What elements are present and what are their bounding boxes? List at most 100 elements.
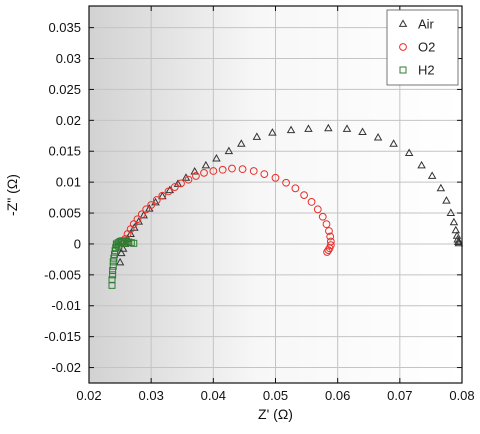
data-point-h2 xyxy=(130,239,138,247)
data-point-h2 xyxy=(112,240,120,248)
data-point-o2 xyxy=(158,191,167,200)
data-point-air xyxy=(342,124,352,132)
y-tick-label: -0.01 xyxy=(51,298,81,313)
data-point-o2 xyxy=(313,205,322,214)
data-point-air xyxy=(252,132,262,140)
data-point-air xyxy=(454,238,464,247)
data-point-o2 xyxy=(164,187,173,196)
data-point-o2 xyxy=(238,165,247,174)
data-point-o2 xyxy=(325,227,333,235)
data-point-air xyxy=(427,171,437,179)
data-point-h2 xyxy=(120,239,128,247)
data-point-h2 xyxy=(109,258,117,266)
data-point-air xyxy=(212,154,221,162)
x-tick-label: 0.03 xyxy=(139,388,164,403)
data-point-air xyxy=(286,125,296,134)
data-point-h2 xyxy=(110,254,118,262)
y-tick-label: 0.005 xyxy=(48,206,81,221)
data-point-o2 xyxy=(192,172,200,180)
data-point-h2 xyxy=(127,239,135,247)
data-point-o2 xyxy=(322,220,331,229)
series-o2 xyxy=(119,164,335,256)
data-point-h2 xyxy=(109,271,117,279)
data-point-o2 xyxy=(184,175,193,184)
data-point-o2 xyxy=(307,198,316,206)
data-point-h2 xyxy=(125,238,133,246)
y-tick-label: 0.025 xyxy=(48,82,81,97)
y-tick-labels: 0.035 0.03 0.025 0.02 0.015 0.01 0.005 0 -0.005 -… xyxy=(44,20,81,375)
data-point-air xyxy=(452,231,462,239)
legend: Air O2 H2 xyxy=(386,9,459,86)
data-point-air xyxy=(373,133,383,141)
legend-marker-o2 xyxy=(399,43,407,51)
data-point-air xyxy=(358,127,367,135)
data-point-o2 xyxy=(200,168,208,177)
y-tick-label: -0.02 xyxy=(51,360,81,375)
data-point-o2 xyxy=(209,167,218,175)
data-point-air xyxy=(436,183,446,192)
data-point-o2 xyxy=(133,215,142,224)
data-point-air xyxy=(442,196,451,204)
y-tick-label: -0.015 xyxy=(44,329,81,344)
data-point-o2 xyxy=(300,191,308,200)
data-point-h2 xyxy=(122,237,130,245)
data-point-o2 xyxy=(137,210,146,219)
data-point-air xyxy=(417,160,426,169)
legend-label-o2: O2 xyxy=(418,40,435,55)
data-point-o2 xyxy=(177,179,185,188)
x-tick-label: 0.05 xyxy=(263,388,288,403)
y-tick-label: 0.03 xyxy=(56,51,81,66)
data-point-o2 xyxy=(323,248,331,256)
data-point-o2 xyxy=(218,165,227,174)
y-tick-label: 0.01 xyxy=(56,175,81,190)
data-point-h2 xyxy=(109,267,117,275)
data-point-air xyxy=(117,248,126,257)
data-point-o2 xyxy=(228,164,236,173)
legend-marker-air xyxy=(398,19,408,27)
data-point-air xyxy=(446,208,456,216)
y-tick-label: -0.005 xyxy=(44,267,81,282)
data-point-o2 xyxy=(291,184,300,193)
legend-box xyxy=(386,9,459,86)
y-tick-label: 0.015 xyxy=(48,144,81,159)
x-tick-label: 0.07 xyxy=(387,388,412,403)
x-tick-label: 0.02 xyxy=(76,388,101,403)
data-point-air xyxy=(237,139,246,147)
data-point-o2 xyxy=(142,205,151,214)
data-point-air xyxy=(304,124,313,132)
legend-marker-h2 xyxy=(399,66,407,74)
data-point-o2 xyxy=(282,178,290,187)
series-h2 xyxy=(108,237,138,289)
data-point-air xyxy=(224,146,234,155)
data-point-air xyxy=(126,229,135,237)
data-point-air xyxy=(389,139,398,147)
data-point-o2 xyxy=(260,170,269,179)
x-axis-label: Z' (Ω) xyxy=(258,406,293,422)
data-point-o2 xyxy=(318,212,327,221)
data-point-air xyxy=(115,257,125,266)
data-point-o2 xyxy=(271,173,280,182)
data-point-air xyxy=(268,128,277,136)
data-point-h2 xyxy=(120,237,128,245)
data-point-h2 xyxy=(110,250,118,258)
x-tick-label: 0.06 xyxy=(325,388,350,403)
data-point-o2 xyxy=(152,196,161,204)
data-point-air xyxy=(404,148,414,156)
data-point-air xyxy=(181,173,191,181)
x-tick-label: 0.08 xyxy=(449,388,474,403)
legend-label-h2: H2 xyxy=(418,63,435,78)
y-tick-label: 0 xyxy=(74,236,81,251)
y-tick-label: 0.035 xyxy=(48,20,81,35)
data-point-air xyxy=(190,167,199,175)
data-point-o2 xyxy=(249,167,258,175)
data-point-h2 xyxy=(109,262,117,270)
data-point-o2 xyxy=(324,246,333,255)
data-point-h2 xyxy=(108,276,116,284)
data-point-o2 xyxy=(129,220,138,229)
y-axis-label: -Z" (Ω) xyxy=(4,174,20,216)
data-point-air xyxy=(324,123,333,132)
data-points xyxy=(108,123,464,289)
data-point-air xyxy=(449,217,459,226)
plot-frame xyxy=(88,5,463,384)
data-point-air xyxy=(451,225,461,234)
